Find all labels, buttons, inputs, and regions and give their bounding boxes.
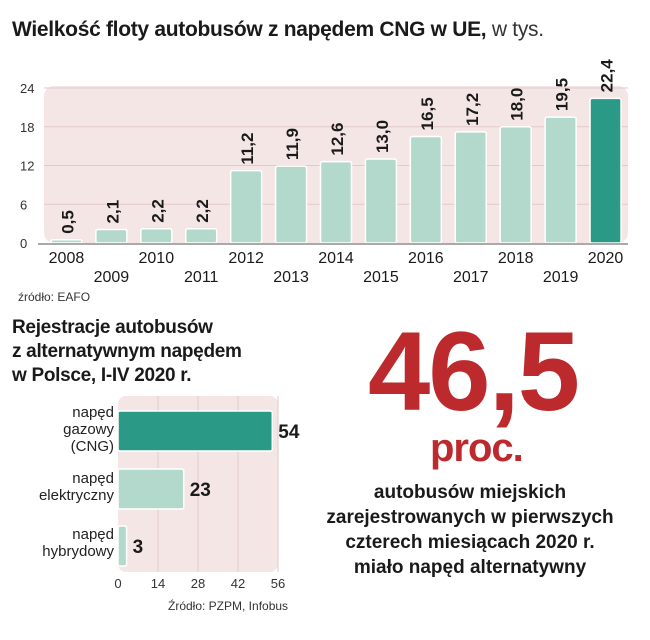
highlight-caption-line: autobusów miejskich (373, 482, 567, 503)
chart2-category-line: napęd (72, 526, 114, 543)
chart1-y-tick-label: 18 (20, 120, 34, 135)
chart1-x-tick-label: 2013 (273, 269, 309, 286)
chart1-value-label: 11,9 (283, 128, 302, 160)
chart1-bar (274, 165, 308, 244)
highlight-number: 46,5 (368, 309, 580, 434)
chart2-value-label: 54 (278, 422, 300, 443)
chart1-unit: w tys. (491, 18, 544, 41)
chart1-bar (50, 239, 83, 244)
chart1-x-tick-label: 2009 (94, 269, 130, 286)
chart1-bar (140, 228, 173, 244)
chart1-value-label: 2,2 (148, 199, 167, 223)
chart2-x-tick-label: 28 (191, 576, 205, 591)
chart1-value-label: 0,5 (58, 210, 77, 234)
chart1-x-tick-label: 2018 (498, 250, 534, 267)
chart1-bar (589, 97, 622, 244)
chart1-y-tick-label: 0 (20, 236, 27, 251)
chart2-category-line: hybrydowy (42, 543, 114, 560)
chart1-x-tick-label: 2014 (318, 250, 354, 267)
chart2-bar (117, 468, 185, 510)
chart2-category-line: napęd (72, 470, 114, 487)
chart1-value-label: 18,0 (508, 88, 527, 121)
chart1-title-text: Wielkość floty autobusów z napędem CNG w… (12, 18, 487, 41)
chart2-title-line: z alternatywnym napędem (12, 341, 242, 362)
chart2-title: Rejestracje autobusów z alternatywnym na… (12, 316, 242, 388)
chart1-plot: 0 6 12 18 24 0,5 2008 2,1 2009 2,2 2010 2,2 2011 11,2… (20, 59, 628, 286)
chart1-bar (319, 160, 353, 244)
chart1-source: źródło: EAFO (18, 290, 91, 304)
chart1-bar (499, 126, 532, 244)
chart1-x-tick-label: 2020 (588, 250, 624, 267)
chart2-category-label-hybrid: napęd hybrydowy (4, 526, 114, 560)
chart1-bar (229, 169, 263, 244)
chart1-x-tick-label: 2016 (408, 250, 444, 267)
chart2-x-tick-label: 14 (151, 576, 165, 591)
chart1-x-tick-label: 2015 (363, 269, 399, 286)
chart2-category-label-electric: napęd elektryczny (4, 470, 114, 504)
chart1-bar (409, 135, 443, 244)
chart1-x-tick-label: 2017 (453, 269, 489, 286)
chart1-bar (95, 228, 128, 244)
chart1-x-tick-label: 2011 (184, 269, 219, 286)
chart2-category-label-cng: napęd gazowy (CNG) (4, 404, 114, 455)
chart1-value-label: 12,6 (328, 123, 347, 156)
chart2-source: Źródło: PZPM, Infobus (168, 599, 289, 613)
chart2-category-line: elektryczny (38, 487, 114, 504)
highlight-caption-line: czterech miesiącach 2020 r. (345, 532, 595, 553)
highlight-caption-line: miało napęd alternatywny (353, 557, 587, 578)
chart2-category-line: (CNG) (70, 438, 114, 455)
chart1-value-label: 16,5 (418, 97, 437, 130)
chart1-bar (364, 158, 398, 244)
highlight-unit: proc. (430, 426, 524, 470)
chart1-x-tick-label: 2019 (543, 269, 579, 286)
chart1-bar (544, 116, 577, 244)
chart1-y-tick-label: 6 (20, 197, 27, 212)
chart1-title: Wielkość floty autobusów z napędem CNG w… (12, 18, 544, 42)
highlight-caption: autobusów miejskich zarejestrowanych w p… (300, 480, 640, 580)
chart1-bar (454, 131, 488, 244)
chart2-x-tick-label: 42 (231, 576, 245, 591)
chart2-category-line: napęd (72, 404, 114, 421)
chart2-value-label: 3 (133, 537, 144, 558)
chart1-bar (184, 228, 218, 244)
chart2-bar (117, 525, 128, 567)
chart2-value-label: 23 (190, 480, 211, 501)
chart2-category-line: gazowy (63, 421, 114, 438)
chart1-value-label: 13,0 (373, 120, 392, 153)
chart2-title-line: w Polsce, I-IV 2020 r. (12, 365, 192, 386)
chart1-value-label: 22,4 (598, 59, 617, 93)
chart2-x-tick-label: 0 (114, 576, 121, 591)
chart1-value-label: 2,1 (103, 200, 122, 224)
chart1-x-tick-label: 2010 (139, 250, 175, 267)
chart1-value-label: 2,2 (193, 199, 212, 223)
highlight-caption-line: zarejestrowanych w pierwszych (326, 507, 614, 528)
chart1-value-label: 19,5 (553, 78, 572, 111)
chart1-x-tick-label: 2008 (49, 250, 85, 267)
chart1-y-tick-label: 12 (20, 159, 34, 174)
chart2-x-tick-label: 56 (271, 576, 285, 591)
chart2-plot-background (118, 396, 278, 572)
chart2-bar (117, 410, 274, 452)
chart1-value-label: 17,2 (463, 93, 482, 126)
chart1-y-tick-label: 24 (20, 81, 34, 96)
chart1-value-label: 11,2 (238, 133, 257, 165)
chart1-x-tick-label: 2012 (228, 250, 264, 267)
chart2-title-line: Rejestracje autobusów (12, 317, 213, 338)
